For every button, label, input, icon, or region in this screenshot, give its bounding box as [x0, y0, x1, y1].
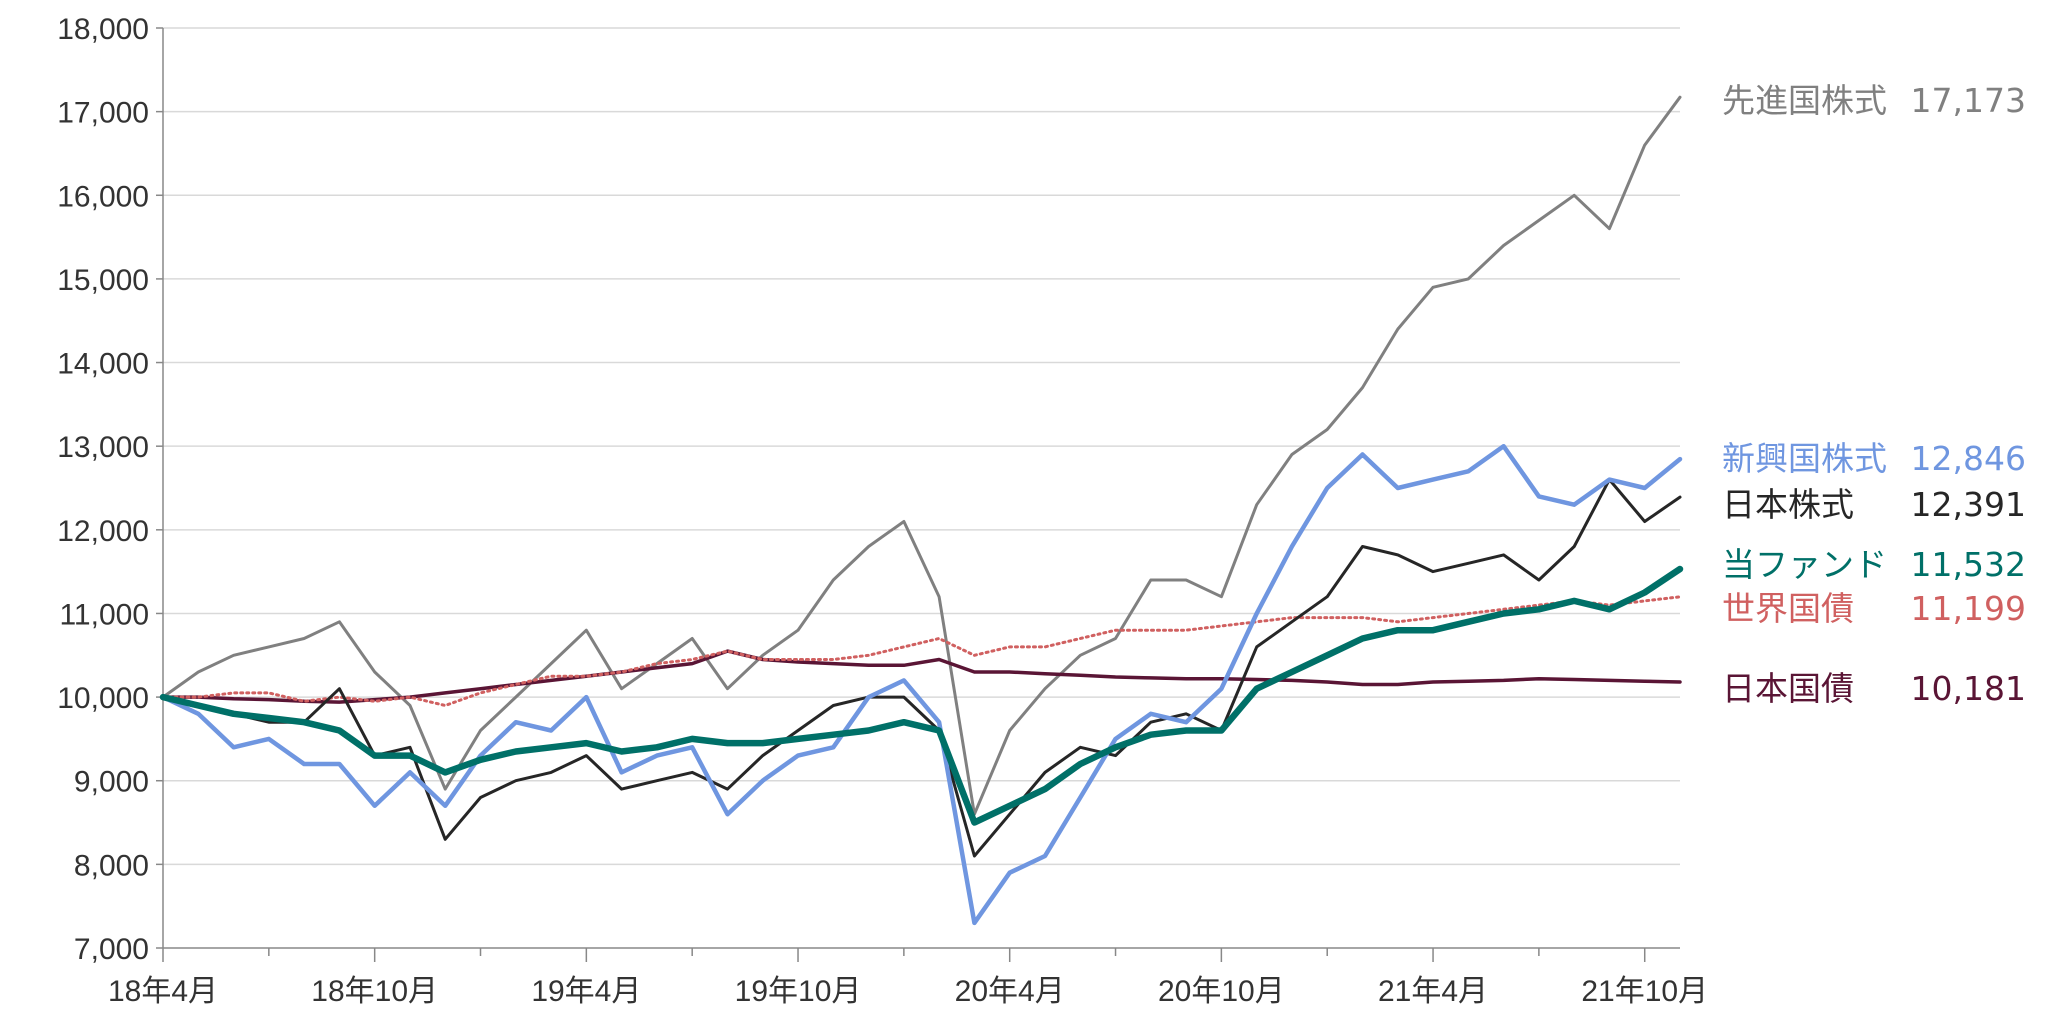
series-value-label: 12,846: [1911, 439, 2026, 478]
series-line: [160, 443, 1683, 926]
series-end-label: 世界国債 11,199: [1722, 589, 2026, 628]
x-tick-label: 18年10月: [311, 975, 438, 1008]
x-tick-label: 19年4月: [531, 975, 641, 1008]
series-name-label: 新興国株式: [1722, 439, 1887, 478]
series-end-label: 当ファンド 11,532: [1722, 545, 2026, 584]
series-end-labels: 先進国株式 17,173 新興国株式 12,846 日本株式 12,391 当ファンド 11,…: [1722, 81, 2026, 708]
series-end-label: 日本国債 10,181: [1722, 669, 2026, 708]
series-end-label: 先進国株式 17,173: [1722, 81, 2026, 120]
y-tick-label: 7,000: [74, 933, 149, 966]
x-tick-label: 21年4月: [1378, 975, 1488, 1008]
y-tick-label: 14,000: [57, 348, 149, 381]
series-line: [161, 478, 1682, 858]
x-tick-label: 18年4月: [108, 975, 218, 1008]
series-name-label: 世界国債: [1722, 589, 1854, 628]
y-tick-label: 15,000: [57, 264, 149, 297]
series-value-label: 10,181: [1911, 669, 2026, 708]
x-tick-label: 19年10月: [735, 975, 862, 1008]
y-tick-label: 13,000: [57, 431, 149, 464]
series-line: [161, 595, 1682, 707]
y-tick-label: 11,000: [59, 598, 149, 631]
y-tick-label: 16,000: [57, 180, 149, 213]
y-tick-label: 17,000: [57, 97, 149, 130]
axes: 7,000 8,000 9,000 10,000 11,000 12,000 13,000 1…: [57, 13, 1708, 1008]
series-name-label: 日本株式: [1722, 485, 1854, 524]
series-name-label: 日本国債: [1722, 669, 1854, 708]
y-tick-label: 12,000: [57, 515, 149, 548]
series-value-label: 12,391: [1911, 485, 2026, 524]
y-tick-label: 9,000: [74, 766, 149, 799]
series-value-label: 11,532: [1911, 545, 2026, 584]
y-tick-label: 10,000: [57, 682, 149, 715]
y-tick-label: 8,000: [74, 849, 149, 882]
gridlines: [163, 27, 1680, 866]
series-lines: [159, 95, 1684, 926]
series-name-label: 先進国株式: [1722, 81, 1887, 120]
series-line: [159, 565, 1684, 826]
series-end-label: 新興国株式 12,846: [1722, 439, 2026, 478]
series-value-label: 11,199: [1911, 589, 2026, 628]
series-line: [161, 95, 1682, 816]
x-tick-label: 21年10月: [1581, 975, 1708, 1008]
y-tick-label: 18,000: [57, 13, 149, 46]
series-end-label: 日本株式 12,391: [1722, 485, 2026, 524]
x-tick-label: 20年4月: [955, 975, 1065, 1008]
x-tick-label: 20年10月: [1158, 975, 1285, 1008]
series-line: [161, 649, 1682, 704]
series-name-label: 当ファンド: [1722, 545, 1887, 584]
series-value-label: 17,173: [1911, 81, 2026, 120]
